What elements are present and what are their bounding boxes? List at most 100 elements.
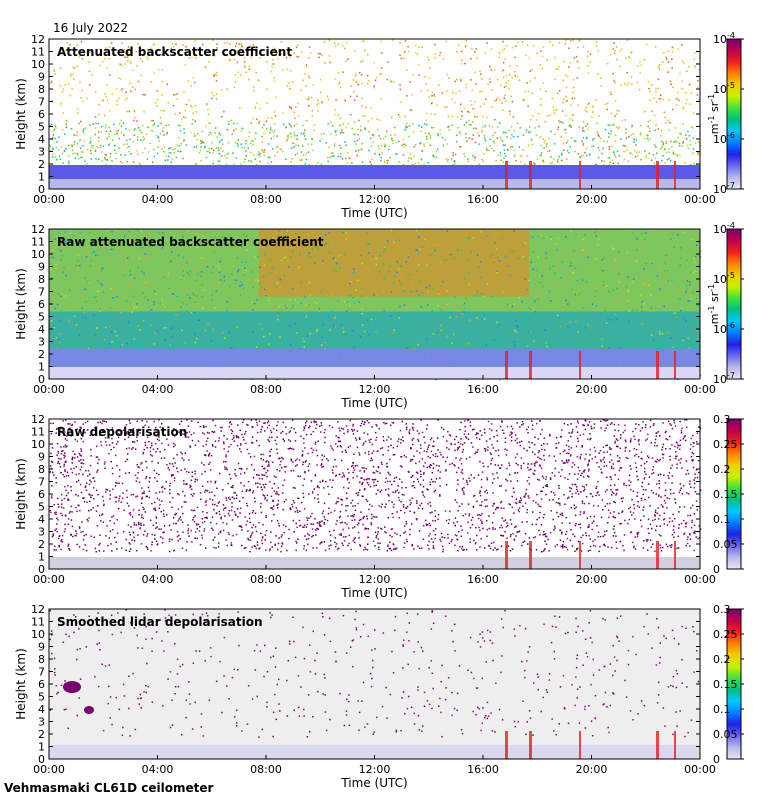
- signal-pixel: [208, 61, 210, 63]
- signal-pixel: [663, 149, 666, 151]
- signal-pixel: [510, 433, 513, 435]
- signal-pixel: [270, 137, 273, 140]
- signal-pixel: [505, 45, 508, 47]
- signal-pixel: [632, 278, 635, 280]
- signal-pixel: [330, 534, 332, 536]
- signal-pixel: [355, 73, 357, 75]
- signal-pixel: [692, 148, 695, 150]
- signal-pixel: [238, 53, 241, 55]
- signal-pixel: [448, 336, 450, 339]
- signal-pixel: [366, 420, 369, 422]
- signal-pixel: [689, 271, 692, 273]
- signal-pixel: [170, 529, 172, 531]
- signal-pixel: [286, 242, 289, 244]
- signal-pixel: [604, 490, 607, 493]
- signal-pixel: [381, 503, 383, 505]
- signal-pixel: [669, 122, 671, 124]
- signal-pixel: [157, 240, 160, 243]
- signal-pixel: [333, 325, 335, 327]
- signal-pixel: [474, 116, 476, 118]
- signal-pixel: [322, 465, 324, 468]
- signal-pixel: [499, 324, 501, 326]
- signal-pixel: [315, 427, 317, 430]
- signal-pixel: [165, 261, 168, 263]
- signal-pixel: [673, 246, 675, 248]
- signal-pixel: [361, 142, 364, 145]
- signal-pixel: [485, 98, 487, 101]
- signal-pixel: [279, 148, 281, 150]
- signal-pixel: [665, 236, 667, 238]
- signal-pixel: [54, 307, 56, 310]
- signal-pixel: [370, 163, 372, 166]
- signal-pixel: [641, 232, 644, 235]
- signal-pixel: [295, 233, 297, 235]
- signal-pixel: [319, 53, 322, 55]
- signal-pixel: [644, 150, 646, 152]
- signal-pixel: [77, 254, 80, 256]
- signal-pixel: [297, 538, 299, 540]
- signal-pixel: [517, 41, 520, 44]
- signal-pixel: [370, 145, 373, 148]
- signal-pixel: [606, 424, 609, 426]
- signal-pixel: [218, 268, 221, 271]
- signal-pixel: [689, 284, 691, 286]
- signal-pixel: [544, 139, 546, 142]
- signal-pixel: [698, 69, 701, 71]
- signal-pixel: [268, 239, 271, 241]
- signal-pixel: [194, 81, 196, 84]
- signal-pixel: [521, 41, 524, 43]
- signal-pixel: [437, 305, 439, 307]
- signal-pixel: [203, 141, 205, 144]
- signal-pixel: [463, 442, 466, 444]
- signal-pixel: [511, 432, 514, 434]
- signal-pixel: [252, 286, 254, 288]
- signal-pixel: [683, 317, 685, 320]
- signal-pixel: [302, 437, 305, 440]
- signal-pixel: [697, 153, 699, 156]
- signal-pixel: [324, 347, 326, 350]
- signal-pixel: [532, 163, 534, 166]
- panel-title: Attenuated backscatter coefficient: [57, 45, 292, 59]
- signal-pixel: [527, 466, 529, 469]
- signal-pixel: [427, 304, 429, 306]
- signal-pixel: [268, 156, 270, 159]
- signal-pixel: [312, 547, 314, 549]
- signal-pixel: [49, 465, 52, 467]
- signal-pixel: [135, 246, 137, 248]
- signal-pixel: [50, 452, 52, 455]
- signal-pixel: [496, 335, 498, 338]
- signal-pixel: [52, 249, 54, 252]
- signal-pixel: [680, 247, 682, 249]
- signal-pixel: [636, 155, 639, 157]
- signal-pixel: [118, 123, 121, 125]
- signal-pixel: [334, 315, 337, 318]
- signal-pixel: [674, 153, 677, 156]
- signal-pixel: [680, 133, 682, 136]
- signal-pixel: [293, 134, 296, 136]
- signal-pixel: [488, 149, 490, 151]
- signal-pixel: [286, 85, 289, 87]
- signal-pixel: [261, 426, 263, 428]
- signal-pixel: [345, 238, 347, 241]
- signal-pixel: [257, 79, 260, 82]
- signal-pixel: [426, 137, 428, 140]
- signal-pixel: [612, 151, 615, 154]
- signal-pixel: [506, 467, 508, 470]
- signal-pixel: [613, 42, 615, 44]
- signal-pixel: [562, 308, 564, 311]
- signal-pixel: [425, 524, 428, 526]
- signal-pixel: [431, 95, 433, 97]
- signal-pixel: [503, 149, 506, 151]
- signal-pixel: [495, 99, 498, 101]
- signal-pixel: [682, 107, 685, 109]
- signal-pixel: [515, 45, 517, 47]
- signal-pixel: [582, 142, 584, 145]
- signal-pixel: [128, 447, 131, 449]
- signal-pixel: [276, 282, 279, 284]
- signal-pixel: [276, 151, 279, 153]
- signal-pixel: [345, 60, 347, 63]
- signal-pixel: [236, 326, 239, 328]
- signal-pixel: [588, 468, 590, 471]
- signal-pixel: [50, 149, 52, 152]
- signal-pixel: [156, 152, 159, 155]
